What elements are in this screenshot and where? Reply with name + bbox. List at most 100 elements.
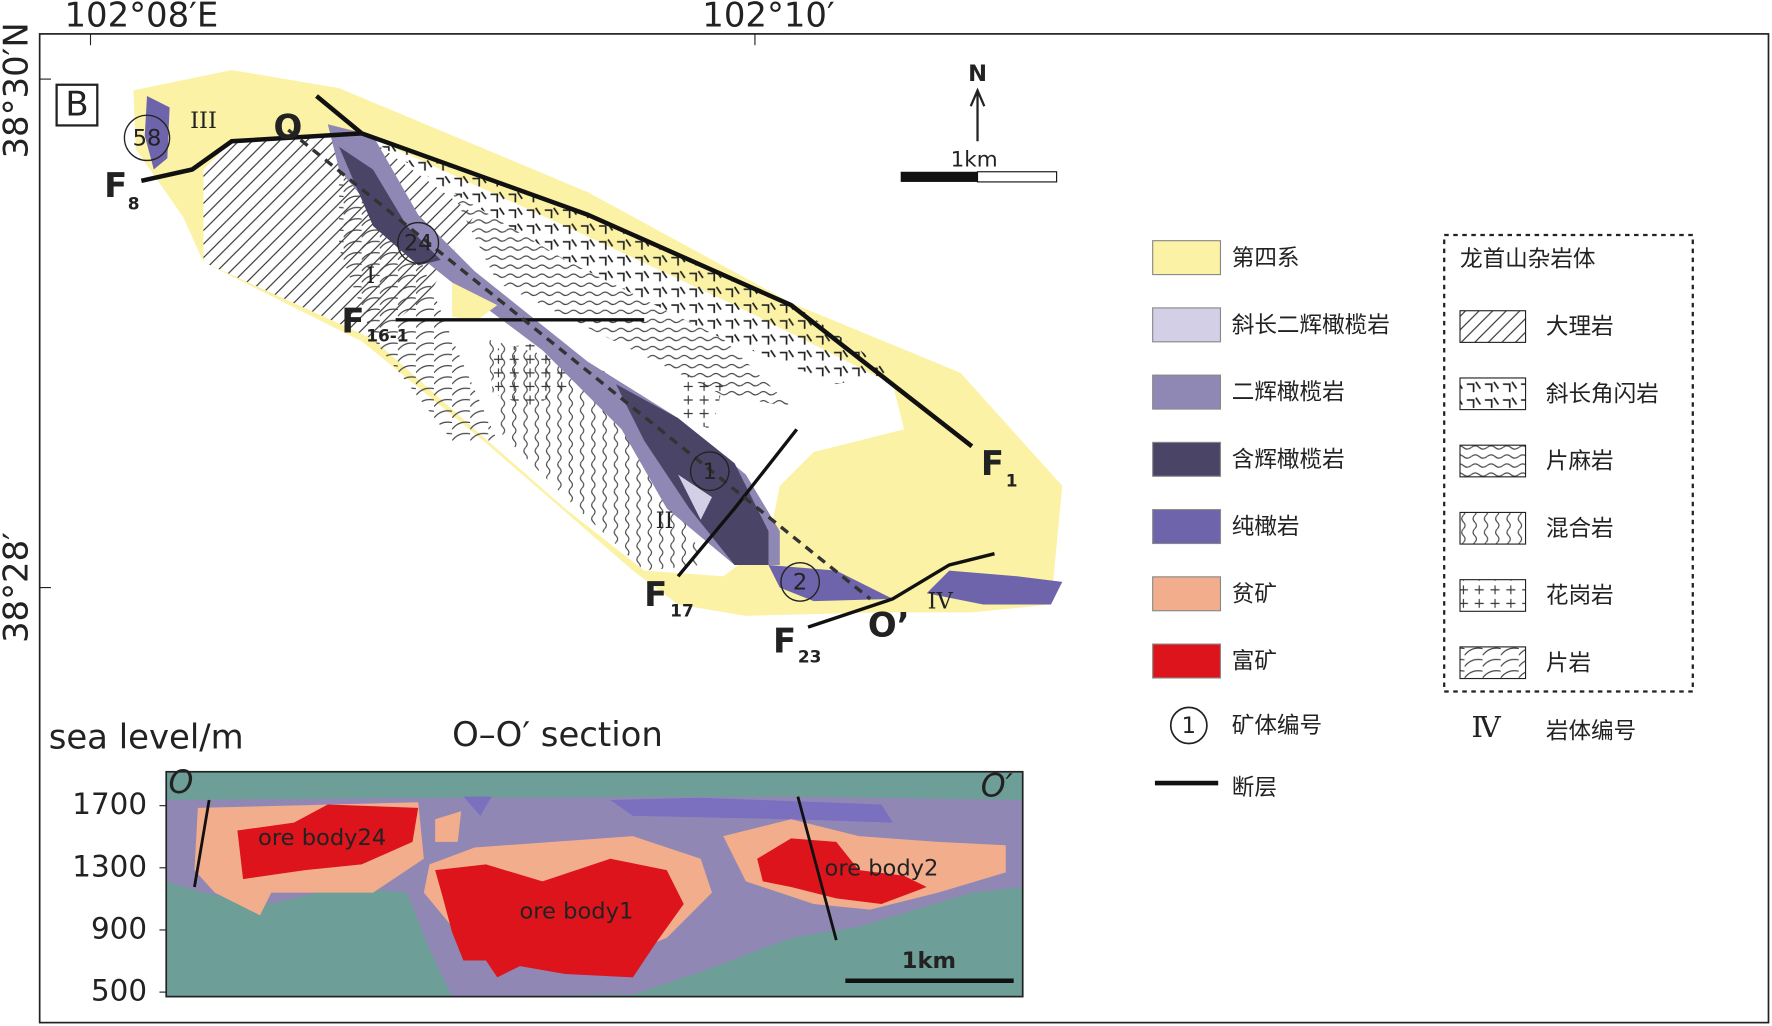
legend-label: 二辉橄榄岩 — [1232, 380, 1345, 406]
coord-label: 38°30′N — [0, 22, 36, 158]
panel-box — [55, 83, 99, 127]
legend-swatch — [1459, 310, 1527, 343]
rock-body-number: III — [190, 108, 217, 134]
ore-body-label: ore body1 — [519, 898, 633, 924]
legend-swatch — [1459, 511, 1527, 545]
legend-swatch — [1459, 377, 1527, 411]
north-label: N — [968, 61, 987, 87]
north-arrow — [969, 87, 986, 142]
ore-symbol — [1169, 706, 1208, 745]
ore-circle — [689, 451, 730, 492]
y-tick-label: 900 — [91, 911, 147, 945]
ore-body-number: 1 — [703, 459, 717, 485]
section-fault — [193, 796, 838, 941]
fault — [676, 428, 799, 578]
section-end: O — [168, 765, 193, 801]
legend-swatch — [1152, 509, 1222, 545]
legend-swatch — [1459, 444, 1527, 478]
granite — [485, 338, 724, 430]
geologic-map — [133, 70, 1063, 629]
section — [165, 770, 1024, 998]
section-axis-label: sea level/m — [49, 717, 244, 756]
frame — [38, 33, 1770, 1024]
fault-sub: 23 — [798, 647, 822, 667]
fault-label: F — [773, 621, 796, 660]
legend-swatch — [1152, 307, 1222, 343]
section-end: O’ — [868, 606, 910, 645]
y-tick-label: 1300 — [72, 849, 147, 883]
section-end: O′ — [981, 769, 1013, 805]
section-dunite — [463, 796, 893, 823]
legend-label: 花岗岩 — [1546, 583, 1614, 609]
coord-label: 38°28′ — [0, 532, 36, 643]
section-title: O–O′ section — [452, 715, 663, 754]
legend-label: 混合岩 — [1546, 516, 1614, 542]
ore-body-number: 58 — [133, 125, 162, 151]
y-tick-label: 1700 — [72, 787, 147, 821]
scale-label: 1km — [951, 147, 998, 172]
coord-label: 102°10′ — [702, 0, 834, 34]
ore-body-number: 2 — [793, 570, 807, 596]
rock-body-number: II — [656, 508, 674, 534]
fault-sub: 17 — [670, 600, 694, 620]
coord-label: 102°08′E — [64, 0, 218, 34]
legend-label: 纯橄岩 — [1232, 514, 1300, 540]
fault — [140, 131, 362, 183]
section-scale-label: 1km — [902, 948, 956, 974]
section-rich-ore — [237, 804, 927, 978]
fault-sub: 8 — [128, 194, 140, 214]
ore-circle — [780, 562, 821, 602]
section-line — [287, 128, 872, 601]
complex-title: 龙首山杂岩体 — [1460, 246, 1595, 272]
legend-swatch — [1152, 643, 1222, 679]
fault-label: F — [104, 166, 127, 205]
legend-label: 断层 — [1232, 775, 1277, 801]
legend-label: 含辉橄榄岩 — [1232, 447, 1345, 473]
legend-swatch — [1459, 579, 1527, 612]
legend-label: 片麻岩 — [1546, 449, 1614, 475]
olivine-peridotite — [339, 146, 769, 565]
fault — [807, 552, 995, 629]
fault-label: F — [981, 444, 1004, 483]
rock-body-number: I — [366, 263, 375, 289]
fault-sub: 1 — [1006, 470, 1018, 490]
fault-label: F — [644, 575, 667, 614]
ore-circle — [397, 221, 440, 264]
legend-label: 岩体编号 — [1546, 719, 1636, 745]
legend-swatch — [1152, 374, 1222, 410]
y-tick-label: 500 — [91, 974, 147, 1008]
section-end: O — [274, 107, 303, 146]
ore-body-label: ore body24 — [258, 825, 386, 851]
legend-swatch — [1152, 441, 1222, 477]
legend-swatch — [1152, 576, 1222, 612]
legend-swatch — [1459, 646, 1527, 680]
rock-body-number: IV — [928, 588, 954, 614]
legend-label: 斜长二辉橄榄岩 — [1232, 312, 1390, 338]
amphibolite — [361, 133, 893, 385]
legend-label: 富矿 — [1232, 649, 1277, 675]
legend-label: 矿体编号 — [1232, 713, 1322, 739]
legend: 龙首山杂岩体 1 矿体编号 Ⅳ 岩体编号 断层 — [1154, 233, 1694, 801]
plagioclase-lherzolite — [678, 474, 712, 520]
ore-circle — [123, 114, 171, 162]
legend-label: 片岩 — [1546, 650, 1591, 676]
legend-label: 第四系 — [1232, 245, 1300, 271]
legend-label: 斜长角闪岩 — [1546, 381, 1659, 407]
ore-body-label: ore body2 — [825, 855, 939, 881]
ore-symbol-text: 1 — [1182, 713, 1196, 739]
scale-bar — [900, 171, 978, 182]
rock-symbol: Ⅳ — [1471, 710, 1501, 744]
fault-label: F — [341, 302, 364, 341]
scale-bar — [976, 171, 1058, 183]
legend-swatch — [1152, 240, 1222, 276]
panel-label: B — [65, 85, 88, 124]
legend-label: 大理岩 — [1546, 314, 1614, 340]
gneiss — [452, 192, 792, 407]
section-frame — [165, 770, 1024, 998]
quaternary — [452, 282, 498, 323]
fault — [315, 94, 974, 449]
legend-label: 贫矿 — [1232, 581, 1277, 607]
ore-body-number: 24 — [404, 231, 433, 257]
